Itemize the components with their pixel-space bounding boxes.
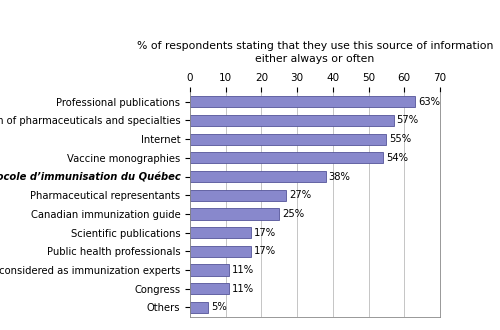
Bar xyxy=(190,208,280,219)
Bar xyxy=(190,190,286,201)
Text: 11%: 11% xyxy=(232,265,254,275)
Text: 25%: 25% xyxy=(282,209,304,219)
Text: 17%: 17% xyxy=(254,228,276,238)
Bar xyxy=(190,302,208,313)
Text: 11%: 11% xyxy=(232,284,254,294)
Text: 5%: 5% xyxy=(210,303,226,313)
Bar xyxy=(190,246,250,257)
Bar xyxy=(190,96,415,107)
Bar xyxy=(190,115,394,126)
Text: 57%: 57% xyxy=(396,115,418,125)
Bar xyxy=(190,134,386,145)
Bar xyxy=(190,264,230,276)
Bar xyxy=(190,283,230,294)
Text: 54%: 54% xyxy=(386,153,407,163)
Text: 17%: 17% xyxy=(254,247,276,256)
Text: 63%: 63% xyxy=(418,97,440,107)
Bar xyxy=(190,227,250,238)
Text: 27%: 27% xyxy=(290,190,312,200)
Text: 55%: 55% xyxy=(390,134,411,144)
Text: 38%: 38% xyxy=(328,172,350,182)
Title: % of respondents stating that they use this source of information
either always : % of respondents stating that they use t… xyxy=(137,41,493,64)
Bar xyxy=(190,171,326,182)
Bar xyxy=(190,152,383,163)
